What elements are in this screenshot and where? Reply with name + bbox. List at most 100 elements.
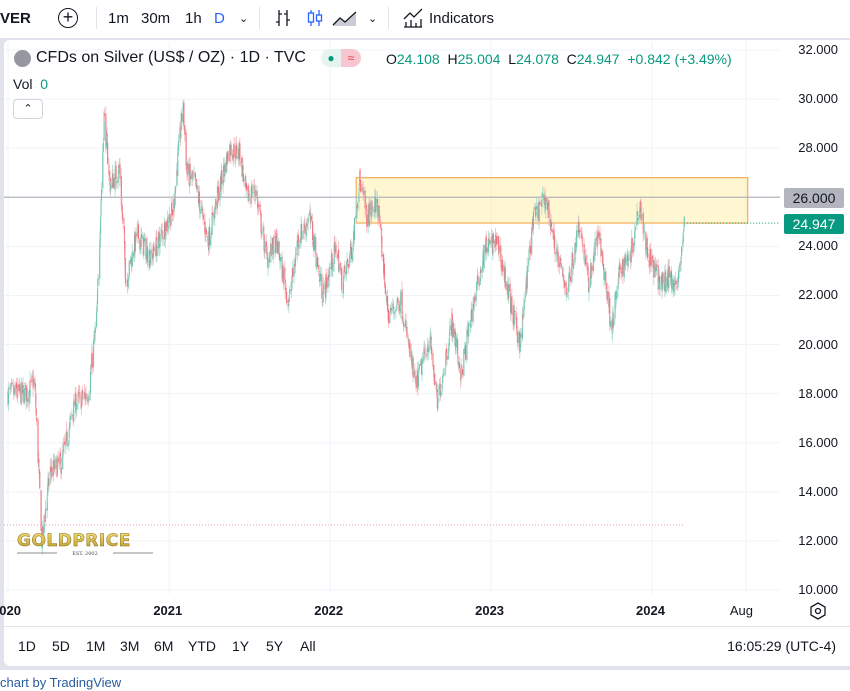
interval-1h[interactable]: 1h (185, 10, 202, 27)
candle-body (597, 231, 599, 239)
candle (181, 113, 183, 126)
candle (249, 190, 251, 202)
market-status-badge[interactable]: ● ≈ (320, 49, 361, 67)
candle-body (637, 218, 639, 221)
price-tick-label: 14.000 (798, 483, 838, 499)
symbol-name[interactable]: VER (0, 10, 31, 27)
candle-body (519, 352, 521, 354)
candle-body (528, 249, 530, 260)
candle (11, 379, 13, 388)
indicators-button[interactable]: Indicators (429, 10, 495, 27)
range-button-5y[interactable]: 5Y (266, 638, 284, 654)
candle-body (477, 275, 479, 284)
candle (165, 220, 167, 234)
candle-body (320, 273, 322, 282)
candle-body (344, 271, 346, 274)
candle (76, 400, 78, 417)
candle (579, 224, 581, 238)
candle (221, 165, 223, 191)
candle-body (328, 269, 330, 278)
candle (477, 271, 479, 292)
clock[interactable]: 16:05:29 (UTC-4) (727, 638, 836, 654)
candle-body (255, 190, 257, 196)
candle (326, 272, 328, 294)
candle-body (210, 235, 212, 246)
change-value: +0.842 (+3.49%) (627, 51, 732, 67)
interval-30m[interactable]: 30m (141, 10, 171, 27)
candle (361, 184, 363, 193)
candle-body (378, 206, 380, 223)
chevron-down-icon[interactable]: ⌄ (368, 13, 378, 25)
candle-body (610, 321, 612, 327)
candle (367, 202, 369, 234)
candle-body (668, 266, 670, 278)
candle (199, 204, 201, 219)
range-button-1d[interactable]: 1D (18, 638, 36, 654)
bar-chart-icon[interactable] (273, 8, 293, 28)
close-value: 24.947 (576, 51, 620, 67)
range-button-all[interactable]: All (300, 638, 316, 654)
candle (43, 513, 45, 542)
candle (211, 205, 213, 235)
candle (446, 352, 448, 365)
candle-body (44, 509, 47, 522)
candle (159, 226, 161, 254)
candle-body (221, 170, 223, 184)
candle-body (116, 181, 118, 184)
chevron-down-icon[interactable]: ⌄ (239, 13, 249, 25)
candle-body (186, 162, 188, 175)
candle (594, 231, 596, 261)
range-button-1y[interactable]: 1Y (232, 638, 250, 654)
area-chart-icon[interactable] (332, 8, 358, 28)
chart-canvas[interactable] (0, 0, 850, 670)
candle (634, 222, 636, 244)
candle (66, 428, 68, 450)
indicators-icon[interactable] (402, 7, 424, 29)
collapse-legend-button[interactable]: ⌃ (13, 99, 43, 119)
candle (384, 285, 386, 297)
candle (406, 321, 408, 339)
candle-body (625, 258, 627, 266)
candle-body (326, 277, 328, 289)
symbol-logo-icon (14, 49, 31, 67)
candle (331, 251, 333, 276)
svg-text:GOLDPRICE: GOLDPRICE (17, 531, 131, 551)
candle (116, 178, 118, 189)
candle (315, 233, 317, 256)
candle (443, 367, 445, 377)
candle (509, 276, 511, 293)
tradingview-attribution-link[interactable]: chart by TradingView (0, 675, 122, 690)
candles-icon[interactable] (305, 8, 325, 28)
candle (168, 206, 170, 229)
interval-d[interactable]: D (214, 10, 225, 27)
candle-body (175, 186, 177, 194)
candle (551, 228, 553, 233)
add-symbol-icon[interactable]: + (58, 8, 78, 28)
candle (596, 231, 598, 256)
candle-body (329, 267, 331, 269)
candle (186, 158, 188, 181)
candle-body (651, 255, 654, 263)
candle-body (497, 236, 499, 244)
axis-settings-icon[interactable] (809, 602, 827, 620)
candle-body (543, 195, 545, 204)
candle-body (62, 449, 64, 470)
candle-body (350, 247, 352, 259)
range-button-1m[interactable]: 1M (86, 638, 106, 654)
candle-body (524, 296, 527, 298)
open-label: O (386, 51, 397, 67)
range-button-6m[interactable]: 6M (154, 638, 174, 654)
candle (89, 365, 92, 401)
range-button-ytd[interactable]: YTD (188, 638, 216, 654)
candle-body (37, 419, 39, 462)
candle (125, 282, 127, 287)
interval-1m[interactable]: 1m (108, 10, 129, 27)
candle-body (81, 396, 83, 408)
price-tick-label: 32.000 (798, 42, 838, 57)
candle-body (11, 382, 13, 385)
candle (288, 301, 290, 313)
range-button-5d[interactable]: 5D (52, 638, 70, 654)
range-button-3m[interactable]: 3M (120, 638, 140, 654)
candle (653, 254, 655, 286)
candle-body (369, 202, 371, 216)
